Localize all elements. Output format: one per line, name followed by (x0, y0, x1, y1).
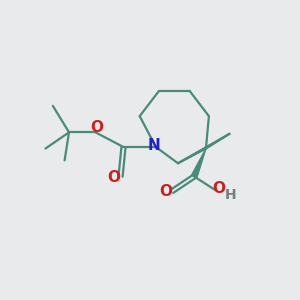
Text: H: H (225, 188, 237, 202)
Text: O: O (159, 184, 172, 199)
Text: O: O (213, 181, 226, 196)
Text: O: O (90, 119, 103, 134)
Text: N: N (148, 138, 161, 153)
Text: O: O (108, 170, 121, 185)
Polygon shape (191, 148, 206, 178)
